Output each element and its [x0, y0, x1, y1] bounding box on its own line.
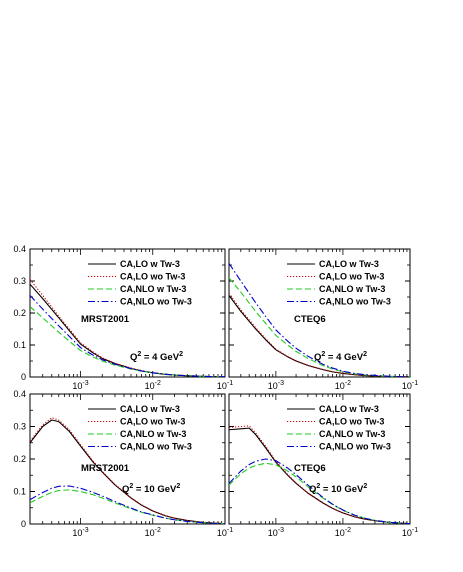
legend-label: CA,LO w Tw-3	[120, 259, 180, 269]
x-tick-label: 10-3	[72, 527, 88, 538]
curves	[30, 279, 225, 377]
y-tick-label: 0.1	[13, 487, 26, 497]
series-line-1	[229, 425, 410, 524]
q2-label: Q2 = 10 GeV2	[122, 483, 180, 495]
legend-label: CA,LO wo Tw-3	[120, 272, 185, 282]
series-line-3	[229, 263, 410, 377]
y-tick-label: 0.2	[13, 308, 26, 318]
legend-label: CA,LO w Tw-3	[120, 404, 180, 414]
x-tick-label: 10-3	[268, 527, 284, 538]
legend: CA,LO w Tw-3 CA,LO wo Tw-3 CA,NLO w Tw-3 CA…	[88, 404, 192, 452]
series-line-1	[30, 417, 225, 524]
legend-label: CA,NLO w Tw-3	[120, 429, 186, 439]
x-tick-label: 10-1	[402, 527, 418, 538]
y-tick-label: 0	[21, 519, 26, 529]
pdf-label: MRST2001	[81, 463, 130, 474]
pdf-label: MRST2001	[81, 314, 130, 325]
series-line-0	[229, 295, 410, 377]
legend-label: CA,NLO wo Tw-3	[120, 297, 192, 307]
y-tick-label: 0.1	[13, 340, 26, 350]
legend-label: CA,NLO wo Tw-3	[319, 442, 391, 452]
pdf-label: CTEQ6	[294, 463, 326, 474]
q2-label: Q2 = 4 GeV2	[314, 351, 367, 363]
legend: CA,LO w Tw-3 CA,LO wo Tw-3 CA,NLO w Tw-3 CA…	[88, 259, 192, 307]
x-tick-label: 10-3	[72, 380, 88, 391]
legend-label: CA,NLO w Tw-3	[120, 284, 186, 294]
legend-label: CA,LO w Tw-3	[319, 259, 379, 269]
series-line-2	[229, 277, 410, 377]
legend-label: CA,NLO w Tw-3	[319, 284, 385, 294]
x-tick-label: 10-2	[145, 380, 161, 391]
legend-label: CA,NLO wo Tw-3	[120, 442, 192, 452]
x-tick-label: 10-2	[145, 527, 161, 538]
x-tick-label: 10-1	[217, 380, 233, 391]
legend-label: CA,LO wo Tw-3	[120, 417, 185, 427]
series-line-2	[229, 462, 410, 524]
x-tick-label: 10-1	[402, 380, 418, 391]
curves	[229, 263, 410, 377]
legend-label: CA,NLO w Tw-3	[319, 429, 385, 439]
y-tick-label: 0.3	[13, 276, 26, 286]
legend-label: CA,NLO wo Tw-3	[319, 297, 391, 307]
legend: CA,LO w Tw-3 CA,LO wo Tw-3 CA,NLO w Tw-3 CA…	[287, 259, 391, 307]
legend-label: CA,LO wo Tw-3	[319, 417, 384, 427]
pdf-label: CTEQ6	[294, 314, 326, 325]
series-line-3	[30, 295, 225, 377]
curves	[229, 425, 410, 524]
curves	[30, 417, 225, 524]
legend: CA,LO w Tw-3 CA,LO wo Tw-3 CA,NLO w Tw-3 CA…	[287, 404, 391, 452]
y-tick-label: 0.2	[13, 454, 26, 464]
legend-label: CA,LO wo Tw-3	[319, 272, 384, 282]
x-tick-label: 10-2	[335, 380, 351, 391]
y-tick-label: 0.4	[13, 389, 26, 399]
series-line-3	[30, 485, 225, 524]
series-line-3	[229, 458, 410, 524]
panel-bottom-right: 10-3 10-2 10-1CA,LO w Tw-3CA,LO wo Tw-3CA,…	[228, 393, 418, 538]
y-tick-label: 0	[21, 372, 26, 382]
y-tick-label: 0.4	[13, 244, 26, 254]
x-tick-label: 10-2	[335, 527, 351, 538]
x-tick-label: 10-1	[217, 527, 233, 538]
q2-label: Q2 = 4 GeV2	[130, 351, 183, 363]
legend-label: CA,LO w Tw-3	[319, 404, 379, 414]
y-tick-label: 0.3	[13, 422, 26, 432]
q2-label: Q2 = 10 GeV2	[309, 483, 367, 495]
series-line-1	[30, 279, 225, 377]
panel-top-right: 10-3 10-2 10-1CA,LO w Tw-3CA,LO wo Tw-3CA,…	[228, 248, 418, 391]
x-tick-label: 10-3	[268, 380, 284, 391]
